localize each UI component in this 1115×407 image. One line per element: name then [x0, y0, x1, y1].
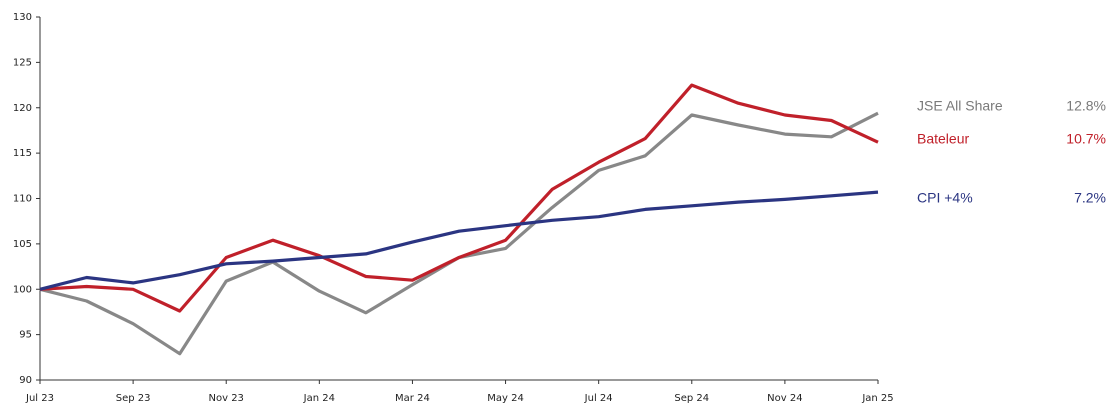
- series-line: [39, 190, 879, 291]
- x-tick-label: Nov 24: [767, 393, 802, 404]
- x-tick-label: Sep 23: [116, 393, 151, 404]
- y-tick-label: 115: [13, 148, 32, 159]
- legend-return: 10.7%: [1066, 131, 1106, 147]
- y-tick-label: 100: [13, 284, 32, 295]
- y-tick-label: 105: [13, 239, 32, 250]
- y-tick-label: 125: [13, 57, 32, 68]
- x-tick-label: Jan 24: [303, 393, 335, 404]
- y-tick-label: 95: [19, 330, 32, 341]
- legend-label: CPI +4%: [917, 190, 973, 206]
- x-tick-label: Jan 25: [861, 393, 893, 404]
- y-tick-label: 90: [19, 375, 32, 386]
- y-tick-label: 110: [13, 194, 32, 205]
- x-tick-label: Jul 23: [25, 393, 54, 404]
- legend-return: 12.8%: [1066, 98, 1106, 114]
- x-tick-label: Mar 24: [395, 393, 430, 404]
- y-tick-label: 120: [13, 103, 32, 114]
- x-tick-label: Jul 24: [584, 393, 613, 404]
- x-tick-label: Nov 23: [209, 393, 244, 404]
- legend-label: Bateleur: [917, 131, 969, 147]
- x-tick-label: Sep 24: [674, 393, 709, 404]
- legend-return: 7.2%: [1074, 190, 1106, 206]
- series-line: [39, 83, 879, 313]
- legend-label: JSE All Share: [917, 98, 1003, 114]
- x-tick-label: May 24: [487, 393, 524, 404]
- y-tick-label: 130: [13, 12, 32, 23]
- series-line: [39, 111, 879, 356]
